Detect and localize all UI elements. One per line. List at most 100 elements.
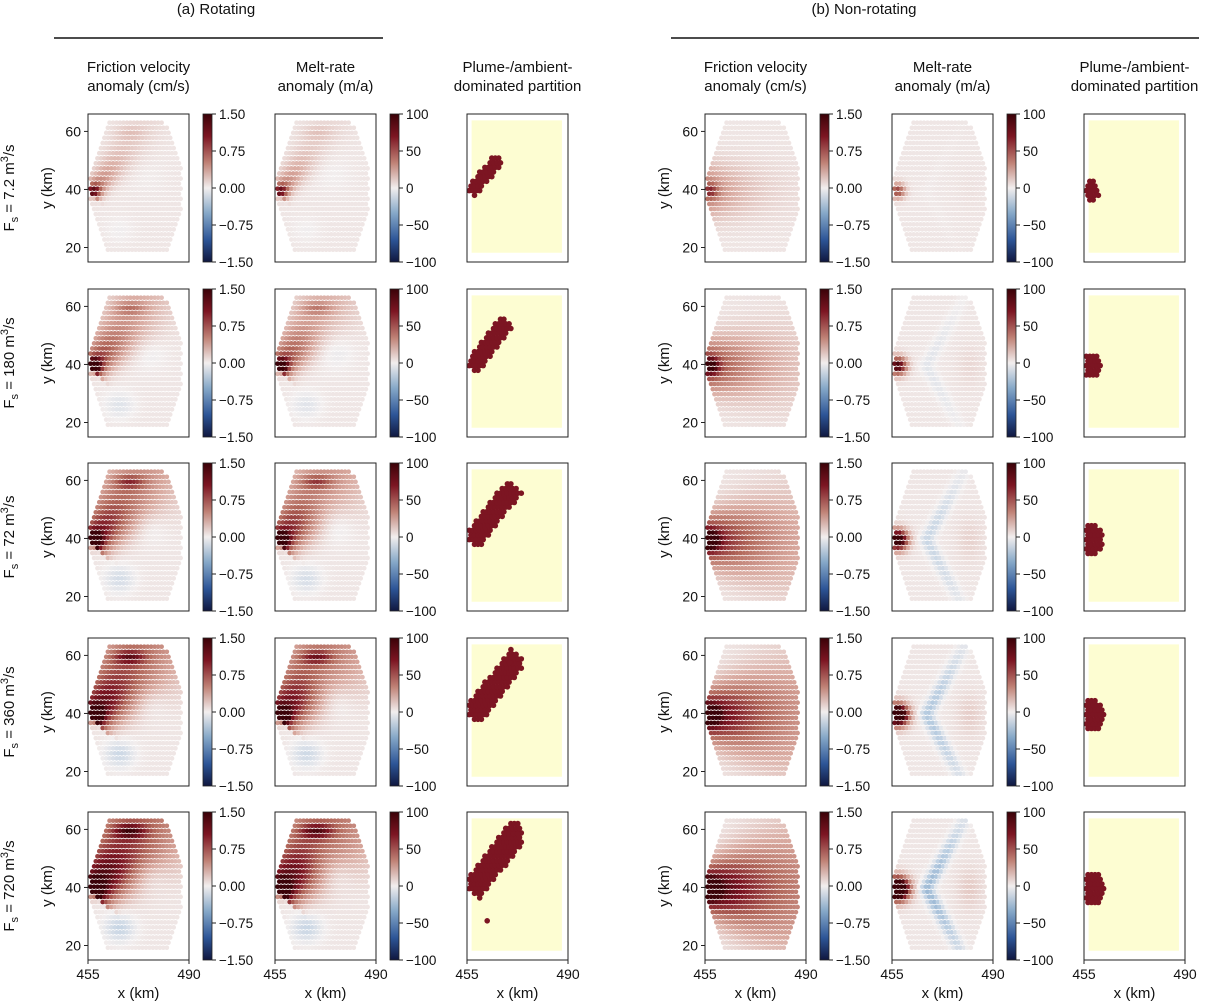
plume-cell <box>490 169 497 175</box>
heatmap-cell <box>129 135 135 141</box>
heatmap-cell <box>283 211 289 217</box>
heatmap-cell <box>164 206 170 212</box>
heatmap-cell <box>337 155 343 161</box>
colorbar-tick-label: −0.75 <box>219 567 253 582</box>
heatmap-cell <box>171 227 177 232</box>
heatmap-cell <box>308 171 313 176</box>
heatmap-cell <box>302 176 308 181</box>
heatmap-cell <box>356 140 362 146</box>
heatmap-cell <box>143 227 149 232</box>
heatmap-cell <box>105 135 111 141</box>
heatmap-cell <box>176 735 182 741</box>
heatmap-cell <box>133 216 138 222</box>
heatmap-cell <box>363 181 369 186</box>
y-axis-label: y (km) <box>39 691 56 733</box>
heatmap-cell <box>136 227 142 232</box>
plume-cell <box>489 173 495 180</box>
row-label-sup: 3 <box>0 678 11 684</box>
colorbar-tick-label: 1.50 <box>219 107 245 122</box>
heatmap-cell <box>289 227 294 232</box>
heatmap-cell <box>294 242 299 247</box>
heatmap-cell <box>297 221 303 227</box>
heatmap-cell <box>164 649 170 655</box>
heatmap-cell <box>138 181 144 186</box>
heatmap-cell <box>299 196 305 202</box>
heatmap-cell <box>164 166 170 171</box>
heatmap-cell <box>128 221 133 227</box>
heatmap-cell <box>321 120 327 126</box>
heatmap-cell <box>363 735 369 741</box>
heatmap-cell <box>299 216 305 222</box>
heatmap-cell <box>365 381 370 387</box>
heatmap-cell <box>134 191 140 197</box>
heatmap-cell <box>112 145 118 151</box>
heatmap-cell <box>117 130 123 136</box>
heatmap-cell <box>107 130 112 136</box>
heatmap-cell <box>115 227 121 232</box>
heatmap-cell <box>360 181 365 186</box>
heatmap-cell <box>112 412 118 417</box>
heatmap-cell <box>349 242 355 247</box>
heatmap-cell <box>363 550 369 556</box>
heatmap-cell <box>117 191 123 197</box>
heatmap-cell <box>110 160 116 166</box>
heatmap-cell <box>143 196 149 202</box>
heatmap-cell <box>107 211 112 217</box>
heatmap-cell <box>353 181 358 186</box>
heatmap-cell <box>167 227 173 232</box>
heatmap-cell <box>356 489 362 495</box>
heatmap-cell <box>321 160 327 166</box>
heatmap-cell <box>140 166 145 171</box>
heatmap-cell <box>361 196 367 202</box>
heatmap-cell <box>128 211 133 217</box>
heatmap-cell <box>363 171 369 176</box>
heatmap-cell <box>162 201 168 207</box>
heatmap-cell <box>339 181 345 186</box>
heatmap-cell <box>171 216 177 222</box>
heatmap-cell <box>162 417 168 422</box>
heatmap-cell <box>361 391 367 397</box>
heatmap-cell <box>133 206 138 212</box>
heatmap-cell <box>133 176 138 181</box>
heatmap-cell <box>155 130 161 136</box>
colorbar <box>202 288 213 438</box>
heatmap-cell <box>327 135 332 141</box>
heatmap-cell <box>164 771 170 777</box>
heatmap-cell <box>318 242 324 247</box>
heatmap-cell <box>98 216 104 222</box>
heatmap-cell <box>150 227 156 232</box>
heatmap-cell <box>164 216 170 222</box>
heatmap-cell <box>318 211 324 217</box>
heatmap-cell <box>292 176 298 181</box>
heatmap-cell <box>363 705 369 710</box>
heatmap-cell <box>316 247 322 253</box>
row-label: Fs = 180 m3/s <box>0 317 21 408</box>
heatmap-cell <box>166 191 171 197</box>
heatmap-cell <box>107 120 112 126</box>
heatmap-cell <box>110 201 116 207</box>
heatmap-cell <box>169 191 175 197</box>
heatmap-cell <box>328 221 334 227</box>
heatmap-cell <box>110 211 116 217</box>
heatmap-cell <box>107 171 112 176</box>
heatmap-cell <box>159 469 164 475</box>
heatmap-cell <box>138 171 144 176</box>
heatmap-cell <box>145 221 151 227</box>
heatmap-cell <box>133 196 138 202</box>
heatmap-cell <box>98 186 104 192</box>
y-axis-label: y (km) <box>39 167 56 209</box>
heatmap-cell <box>173 191 178 197</box>
y-tick-label: 60 <box>65 647 81 663</box>
heatmap-cell <box>155 140 161 146</box>
heatmap-cell <box>327 166 332 171</box>
heatmap-cell <box>346 150 351 156</box>
heatmap-cell <box>365 371 370 377</box>
heatmap-cell <box>166 242 171 247</box>
heatmap-cell <box>344 176 350 181</box>
heatmap-cell <box>315 130 320 136</box>
heatmap-cell <box>162 130 168 136</box>
heatmap-cell <box>313 206 319 212</box>
heatmap-cell <box>121 160 126 166</box>
heatmap-cell <box>162 140 168 146</box>
